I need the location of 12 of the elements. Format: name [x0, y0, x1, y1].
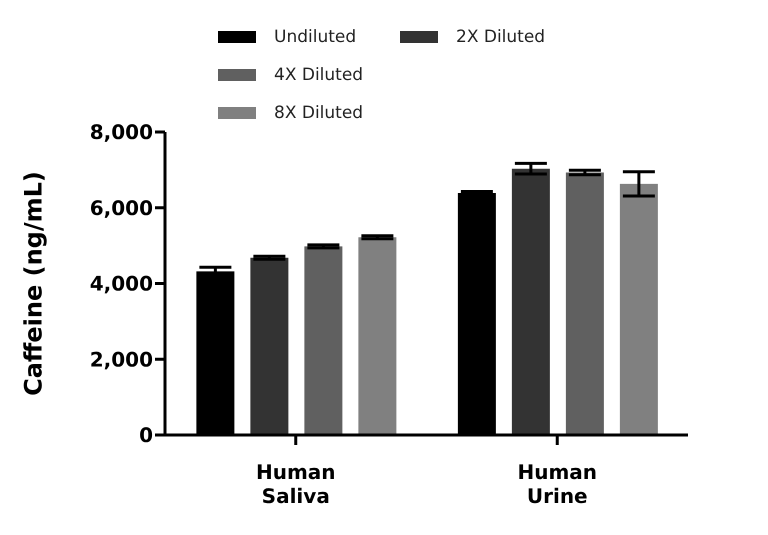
legend-label: 2X Diluted — [456, 27, 546, 47]
y-tick-label: 2,000 — [90, 347, 153, 372]
legend-label: 4X Diluted — [274, 65, 364, 85]
y-axis-title: Caffeine (ng/mL) — [20, 171, 48, 396]
legend-label: Undiluted — [274, 27, 356, 47]
y-tick-label: 4,000 — [90, 272, 153, 296]
y-tick-label: 8,000 — [90, 120, 153, 144]
y-tick-label: 0 — [139, 423, 153, 448]
x-tick-label: Human Saliva — [256, 460, 336, 508]
y-tick-label: 6,000 — [90, 196, 153, 220]
legend-label: 8X Diluted — [274, 103, 364, 123]
x-tick-label: Human Urine — [517, 460, 598, 508]
